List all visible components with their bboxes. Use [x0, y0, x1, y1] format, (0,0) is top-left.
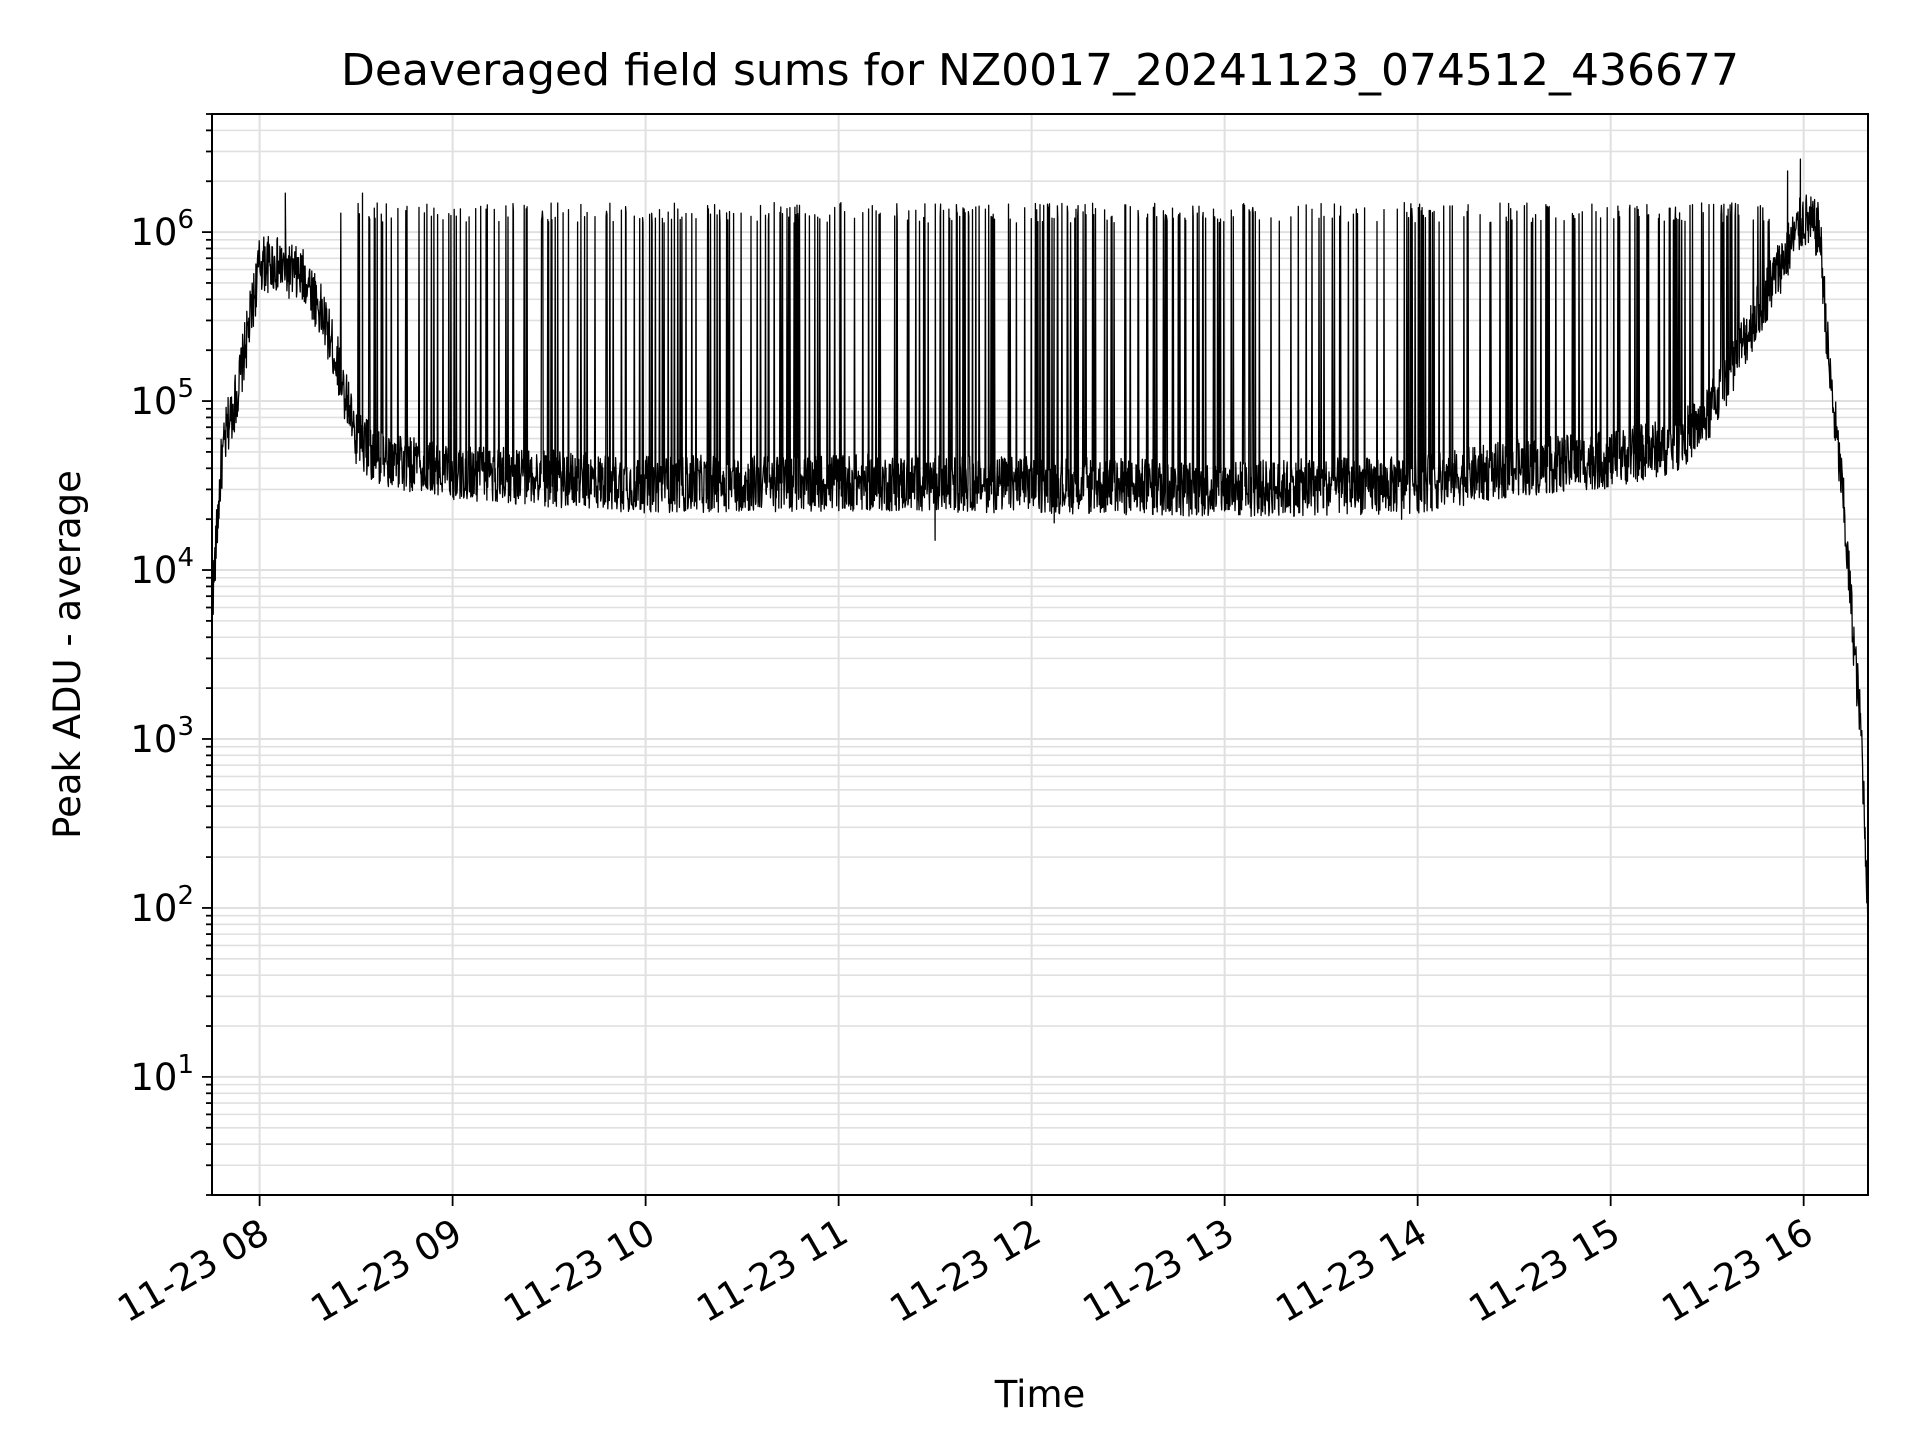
- series-line: [211, 158, 1869, 921]
- axes-frame: [211, 113, 1869, 1196]
- y-tick-label: 105: [130, 374, 194, 423]
- y-tick-label: 106: [130, 205, 194, 254]
- chart-title: Deaveraged field sums for NZ0017_2024112…: [341, 45, 1739, 96]
- y-tick-label: 101: [130, 1050, 194, 1099]
- y-tick-label: 102: [130, 881, 194, 930]
- data-series: [211, 158, 1869, 921]
- y-tick-label: 103: [130, 712, 194, 761]
- y-tick-label: 104: [130, 543, 194, 592]
- x-axis-label: Time: [994, 1373, 1086, 1416]
- y-axis-label: Peak ADU - average: [46, 470, 89, 839]
